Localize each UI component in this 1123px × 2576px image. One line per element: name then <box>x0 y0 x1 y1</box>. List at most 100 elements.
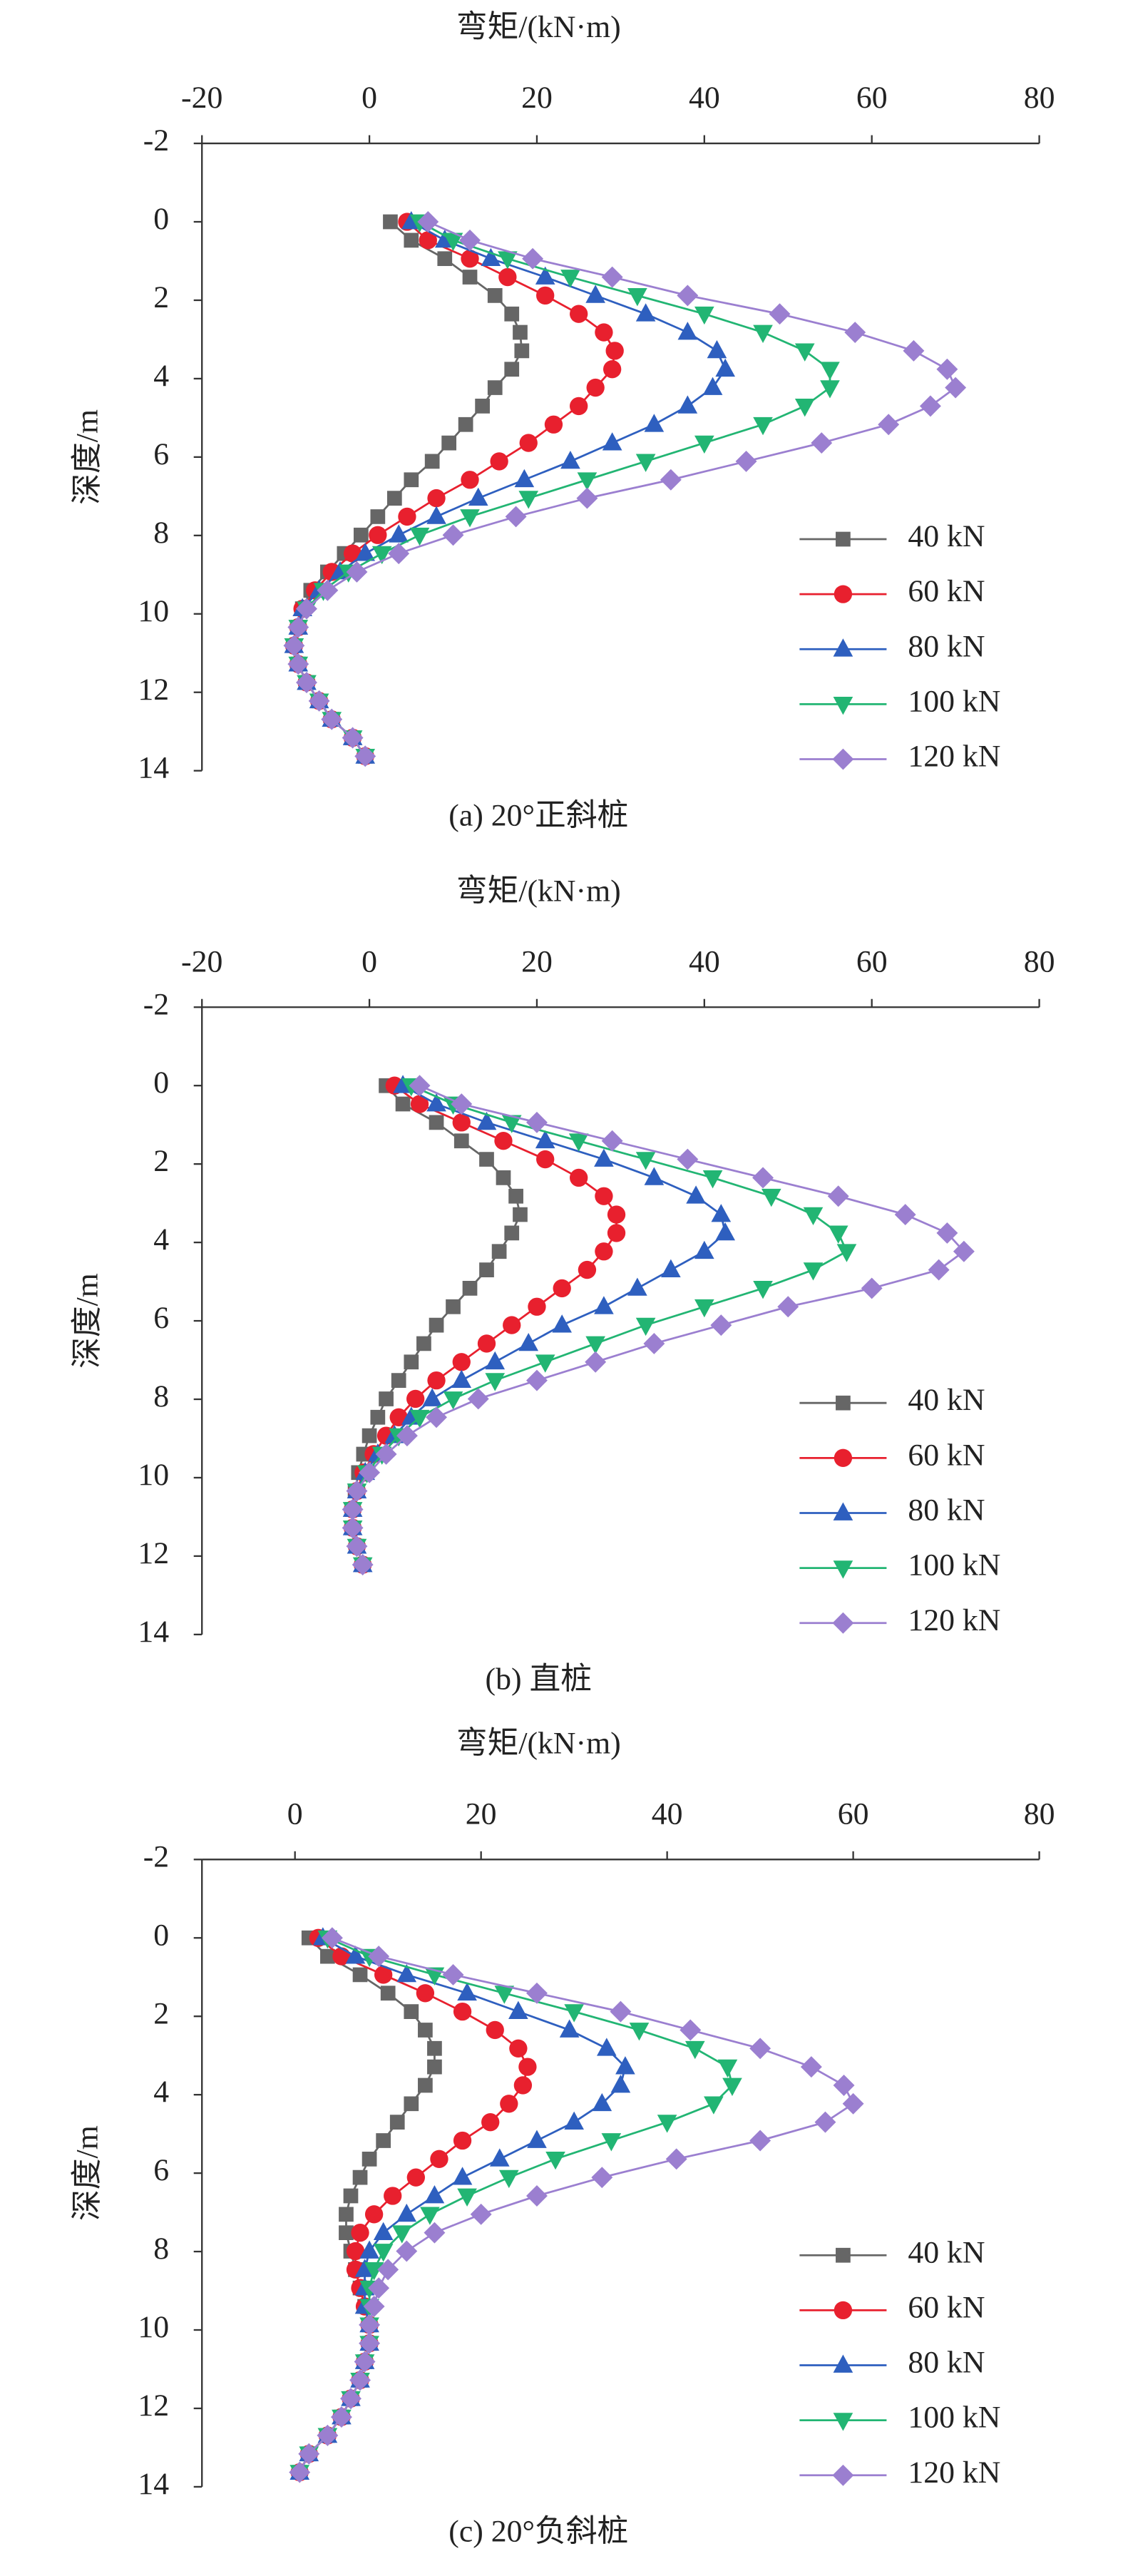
marker <box>426 1093 446 1112</box>
y-tick-label: 0 <box>153 1918 169 1952</box>
marker <box>419 231 437 250</box>
marker <box>429 1317 444 1333</box>
marker <box>424 2222 446 2244</box>
marker <box>462 270 478 285</box>
marker <box>597 2038 617 2056</box>
marker <box>710 1314 732 1336</box>
marker <box>535 1354 555 1373</box>
marker <box>417 211 439 232</box>
marker <box>844 322 866 344</box>
marker <box>461 250 479 268</box>
marker <box>383 214 398 230</box>
marker <box>661 1259 681 1277</box>
marker <box>424 454 440 469</box>
chart-title: 弯矩/(kN·m) <box>456 1726 621 1760</box>
marker <box>570 397 588 416</box>
marker <box>457 2188 477 2207</box>
x-tick-label: 0 <box>361 944 377 978</box>
marker <box>346 1480 368 1502</box>
marker <box>491 1244 507 1259</box>
marker <box>518 491 539 509</box>
marker <box>353 527 369 543</box>
x-tick-label: 80 <box>1024 81 1055 115</box>
marker <box>395 1096 411 1112</box>
y-tick-label: -2 <box>143 987 169 1021</box>
marker <box>686 1185 706 1204</box>
legend-label: 40 kN <box>908 519 985 553</box>
marker <box>343 2188 359 2204</box>
marker <box>752 1167 774 1189</box>
marker <box>283 635 305 657</box>
marker <box>559 2019 580 2038</box>
marker <box>660 469 682 491</box>
x-tick-label: 60 <box>856 944 888 978</box>
marker <box>560 450 580 469</box>
marker <box>342 1517 364 1539</box>
marker <box>361 1428 377 1443</box>
legend-label: 60 kN <box>908 2290 985 2324</box>
marker <box>643 1332 665 1354</box>
marker <box>607 1224 626 1242</box>
y-tick-label: -2 <box>143 123 169 158</box>
marker <box>443 232 463 251</box>
marker <box>458 416 473 432</box>
marker <box>564 2004 584 2023</box>
marker <box>836 531 851 547</box>
marker <box>486 2020 504 2040</box>
x-tick-label: 40 <box>689 81 720 115</box>
marker <box>404 232 419 248</box>
marker <box>707 339 727 359</box>
marker <box>409 527 430 546</box>
marker <box>594 1296 614 1314</box>
y-tick-label: 14 <box>138 751 169 785</box>
marker <box>715 358 736 377</box>
legend-label: 60 kN <box>908 1438 985 1472</box>
marker <box>560 270 580 288</box>
marker <box>404 2004 419 2019</box>
marker <box>396 1963 417 1983</box>
marker <box>470 2203 492 2225</box>
marker <box>749 2038 771 2060</box>
series-line <box>352 1084 965 1565</box>
marker <box>430 2150 448 2168</box>
marker <box>496 1170 511 1185</box>
marker <box>627 1277 647 1296</box>
marker <box>694 306 714 325</box>
marker <box>396 2203 417 2222</box>
marker <box>351 2224 369 2242</box>
marker <box>836 1395 851 1411</box>
marker <box>833 638 853 657</box>
marker <box>527 2130 547 2148</box>
marker <box>427 2059 442 2075</box>
marker <box>342 1498 364 1520</box>
marker <box>409 1075 431 1097</box>
marker <box>525 1369 548 1391</box>
marker <box>513 1207 528 1222</box>
marker <box>592 2092 612 2112</box>
marker <box>777 1296 799 1318</box>
marker <box>833 697 853 715</box>
marker <box>522 247 544 270</box>
marker <box>476 1111 497 1130</box>
marker <box>518 2058 537 2076</box>
marker <box>833 1560 853 1579</box>
y-tick-label: 0 <box>153 202 169 236</box>
marker <box>635 1317 656 1336</box>
y-tick-label: 4 <box>153 2075 169 2109</box>
marker <box>605 342 624 360</box>
marker <box>509 2039 528 2058</box>
marker <box>370 1409 386 1425</box>
x-tick-label: 20 <box>521 944 553 978</box>
marker <box>453 2131 472 2150</box>
marker <box>735 450 757 472</box>
marker <box>479 1262 494 1277</box>
marker <box>833 2354 853 2373</box>
marker <box>878 414 900 436</box>
marker <box>359 2332 381 2354</box>
marker <box>418 2077 433 2093</box>
marker <box>349 2369 371 2391</box>
marker <box>481 2112 500 2132</box>
y-axis-label: 深度/m <box>71 2125 105 2221</box>
y-axis-label: 深度/m <box>71 1273 105 1369</box>
x-tick-label: 80 <box>1024 1796 1055 1831</box>
